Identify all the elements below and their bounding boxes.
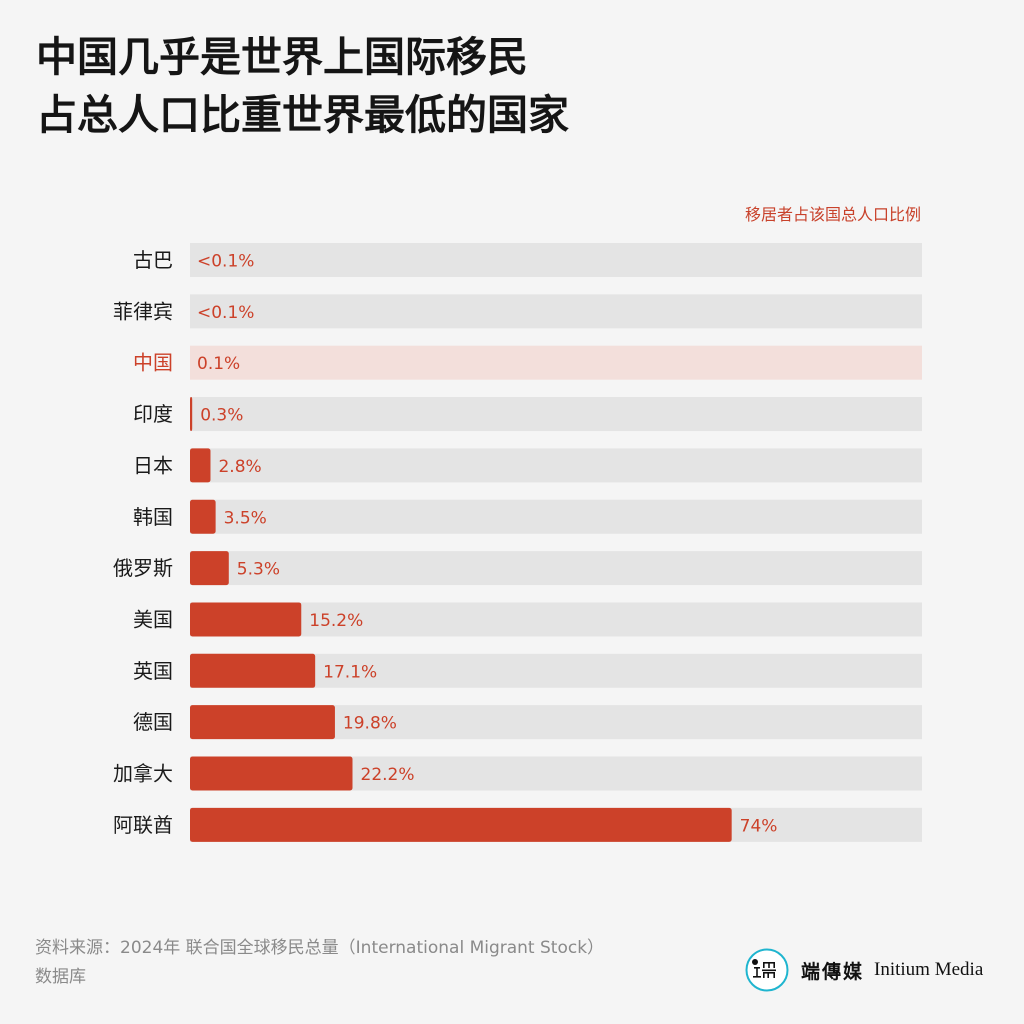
bar-row-row-12: 阿联酋 74% — [113, 807, 922, 842]
value-axis-label: 移居者占该国总人口比例 — [744, 205, 921, 224]
value-label: <0.1% — [197, 303, 254, 323]
bar — [190, 551, 229, 586]
bar — [190, 602, 302, 637]
bar-track — [190, 499, 922, 534]
category-label: 韩国 — [133, 505, 173, 529]
category-label: 美国 — [133, 607, 173, 631]
bar — [190, 807, 732, 842]
bar — [190, 756, 353, 791]
bar-row-row-3: 中国 0.1% — [133, 345, 922, 380]
bar-row-row-7: 俄罗斯 5.3% — [113, 551, 922, 586]
category-label: 菲律宾 — [113, 299, 173, 323]
source-line-1: 资料来源：2024年 联合国全球移民总量（International Migra… — [35, 938, 605, 958]
category-label: 古巴 — [133, 248, 173, 272]
bar — [190, 448, 211, 483]
bar-row-row-4: 印度 0.3% — [133, 397, 922, 432]
bar-track — [190, 551, 922, 586]
bar — [190, 705, 335, 740]
category-label: 俄罗斯 — [113, 556, 173, 580]
brand: 端傳媒 Initium Media — [745, 948, 983, 992]
brand-name-cn: 端傳媒 — [801, 960, 865, 983]
bar-track — [190, 345, 922, 380]
bar-row-row-1: 古巴 <0.1% — [133, 243, 922, 277]
category-label: 加拿大 — [113, 762, 173, 786]
bar-track — [190, 448, 922, 483]
category-label: 印度 — [133, 402, 173, 426]
value-label: 5.3% — [237, 560, 280, 580]
category-label: 中国 — [133, 351, 173, 375]
chart-title: 中国几乎是世界上国际移民 占总人口比重世界最低的国家 — [36, 28, 569, 144]
bar-row-row-5: 日本 2.8% — [133, 448, 922, 483]
bar-chart: 古巴 <0.1% 菲律宾 <0.1% 中国 0.1% 印度 0.3% 日本 2.8% 韩国 3.5% 俄… — [113, 243, 922, 842]
value-label: 3.5% — [224, 508, 267, 528]
source-note: 资料来源：2024年 联合国全球移民总量（International Migra… — [35, 934, 715, 992]
chart-title-line-1: 中国几乎是世界上国际移民 — [36, 33, 528, 81]
value-label: <0.1% — [197, 252, 254, 272]
value-label: 17.1% — [323, 662, 377, 682]
category-label: 阿联酋 — [113, 813, 173, 837]
category-label: 日本 — [133, 453, 173, 477]
value-label: 0.3% — [200, 406, 243, 426]
bar-row-row-9: 英国 17.1% — [133, 653, 922, 688]
bar-row-row-10: 德国 19.8% — [133, 705, 922, 740]
bar — [190, 397, 193, 432]
category-label: 英国 — [133, 659, 173, 683]
source-line-2: 数据库 — [35, 967, 86, 987]
value-label: 0.1% — [197, 354, 240, 374]
bar-row-row-11: 加拿大 22.2% — [113, 756, 922, 791]
value-label: 19.8% — [343, 714, 397, 734]
bar-row-row-2: 菲律宾 <0.1% — [113, 294, 922, 329]
bar-track — [190, 397, 922, 432]
initium-logo-icon — [745, 948, 789, 992]
category-label: 德国 — [133, 710, 173, 734]
bar-row-row-8: 美国 15.2% — [133, 602, 922, 637]
bar-track — [190, 243, 922, 277]
value-label: 2.8% — [218, 457, 261, 477]
bar-row-row-6: 韩国 3.5% — [133, 499, 922, 534]
value-label: 74% — [740, 816, 778, 836]
bar — [190, 653, 316, 688]
value-label: 15.2% — [309, 611, 363, 631]
chart-title-line-2: 占总人口比重世界最低的国家 — [36, 91, 569, 139]
bar-track — [190, 294, 922, 329]
value-label: 22.2% — [361, 765, 415, 785]
brand-name-en: Initium Media — [874, 959, 984, 980]
bar-track — [190, 602, 922, 637]
bar — [190, 499, 216, 534]
